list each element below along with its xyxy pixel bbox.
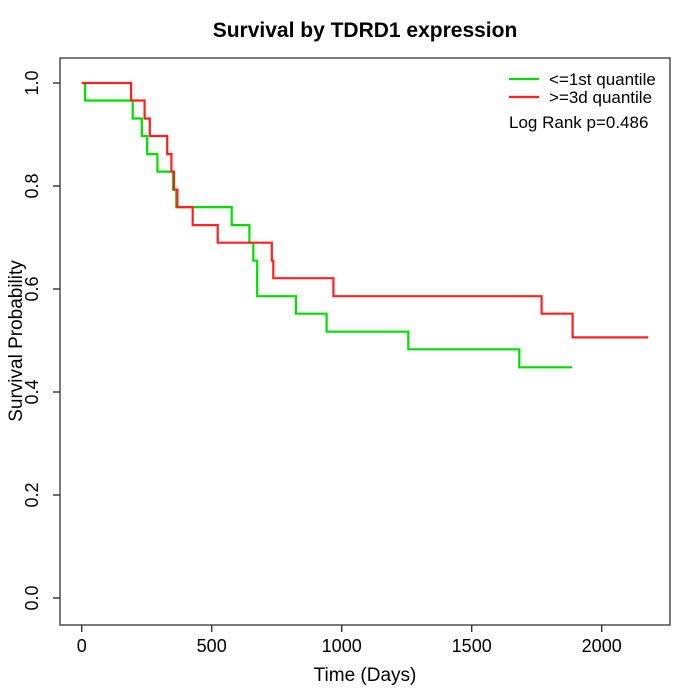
km-curve-low-quantile — [81, 81, 573, 369]
survival-curves — [81, 81, 649, 369]
y-tick-label: 0.8 — [22, 173, 42, 198]
x-tick-label: 0 — [77, 636, 87, 656]
y-tick-label: 0.4 — [22, 379, 42, 404]
y-axis-ticks: 0.0 0.2 0.4 0.6 0.8 1.0 — [22, 70, 60, 611]
logrank-annotation: Log Rank p=0.486 — [509, 113, 648, 132]
x-tick-label: 1500 — [452, 636, 492, 656]
y-tick-label: 0.2 — [22, 482, 42, 507]
chart-title: Survival by TDRD1 expression — [213, 19, 518, 42]
x-tick-label: 1000 — [322, 636, 362, 656]
y-tick-label: 0.6 — [22, 276, 42, 301]
km-curve-high-quantile — [81, 81, 649, 339]
x-axis-ticks: 0 500 1000 1500 2000 — [77, 625, 622, 656]
legend-label-green-series: <=1st quantile — [549, 70, 656, 89]
plot-border — [59, 57, 671, 626]
y-tick-label: 1.0 — [22, 70, 42, 95]
legend: <=1st quantile >=3d quantile Log Rank p=… — [509, 70, 656, 132]
y-tick-label: 0.0 — [22, 585, 42, 610]
legend-label-red-series: >=3d quantile — [549, 88, 652, 107]
y-axis-label: Survival Probability — [6, 260, 27, 422]
x-axis-label: Time (Days) — [314, 665, 417, 686]
x-tick-label: 500 — [197, 636, 227, 656]
x-tick-label: 2000 — [582, 636, 622, 656]
